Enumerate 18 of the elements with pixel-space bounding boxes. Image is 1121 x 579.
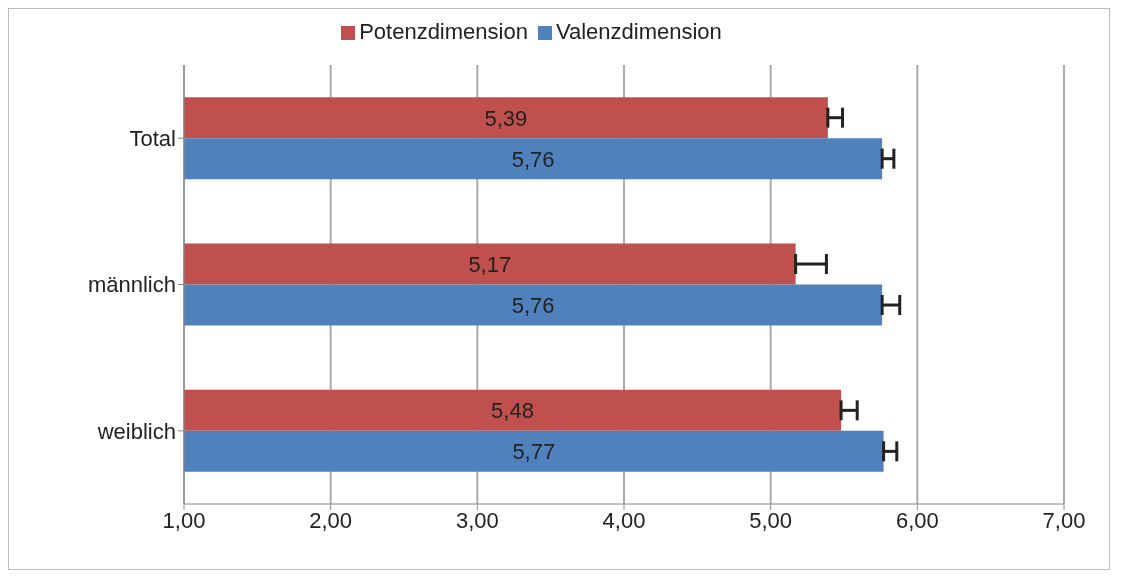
legend-label: Valenzdimension (555, 19, 722, 44)
data-label: 5,39 (484, 105, 528, 131)
x-tick-label: 5,00 (749, 507, 793, 533)
y-tick-label: männlich (87, 272, 176, 298)
x-tick-label: 2,00 (309, 507, 353, 533)
x-tick-label: 7,00 (1042, 507, 1086, 533)
data-label: 5,48 (491, 398, 534, 424)
x-tick-label: 6,00 (895, 507, 939, 533)
data-label: 5,17 (468, 252, 512, 278)
y-tick-label: Total (129, 125, 176, 151)
x-tick-label: 1,00 (162, 507, 206, 533)
data-label: 5,76 (511, 146, 555, 172)
data-label: 5,76 (511, 293, 555, 319)
x-tick-label: 4,00 (602, 507, 646, 533)
legend-label: Potenzdimension (359, 19, 528, 44)
data-label: 5,77 (512, 439, 556, 465)
x-tick-label: 3,00 (455, 507, 499, 533)
y-tick-label: weiblich (96, 418, 176, 444)
